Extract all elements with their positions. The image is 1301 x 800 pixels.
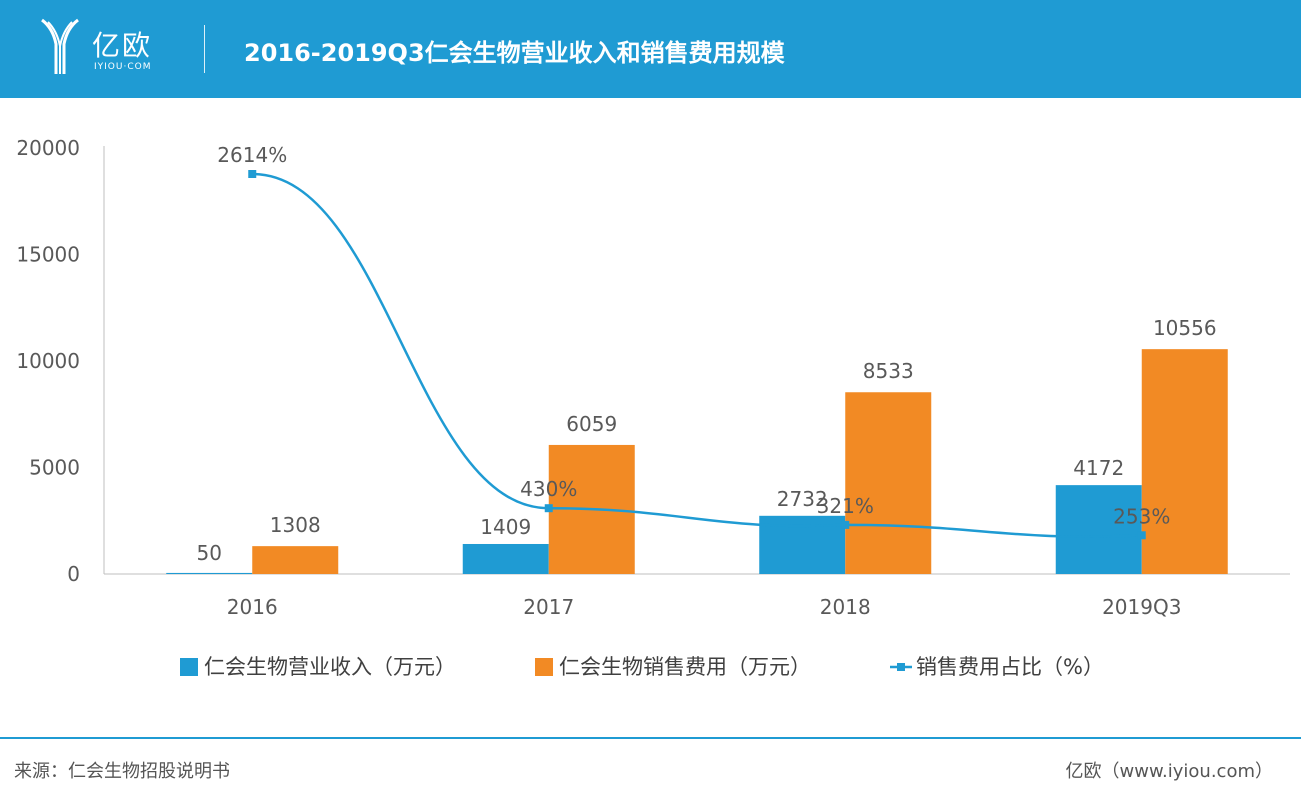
bar-expense	[845, 392, 932, 574]
bar-label-expense: 1308	[270, 513, 321, 537]
bar-revenue	[166, 572, 253, 574]
y-tick-label: 10000	[16, 349, 80, 373]
bar-expense	[252, 546, 339, 574]
logo-subtext: IYIOU·COM	[94, 62, 152, 72]
bar-revenue	[1055, 485, 1142, 574]
ratio-label: 321%	[817, 494, 874, 518]
bar-label-expense: 10556	[1153, 316, 1217, 340]
footer-divider	[0, 737, 1301, 739]
bar-expense	[1141, 349, 1228, 574]
bar-revenue	[462, 543, 549, 574]
chart: 0 5000 10000 15000 20000 2016 50 1308 2017 1409 60…	[16, 136, 1290, 679]
legend-label-ratio: 销售费用占比（%）	[916, 655, 1104, 679]
x-tick-label: 2016	[227, 595, 278, 619]
legend-label-revenue: 仁会生物营业收入（万元）	[204, 655, 456, 679]
page-title: 2016-2019Q3仁会生物营业收入和销售费用规模	[244, 39, 785, 67]
y-tick-label: 20000	[16, 136, 80, 160]
bar-label-revenue: 2732	[777, 487, 828, 511]
ratio-label: 2614%	[217, 143, 287, 167]
ratio-point	[248, 170, 257, 178]
header-divider	[204, 25, 205, 73]
brand-note: 亿欧（www.iyiou.com）	[1065, 761, 1273, 782]
legend-swatch-revenue	[180, 658, 198, 676]
bar-label-revenue: 4172	[1073, 456, 1124, 480]
bar-label-expense: 6059	[566, 412, 617, 436]
x-tick-label: 2019Q3	[1102, 595, 1181, 619]
legend-label-expense: 仁会生物销售费用（万元）	[559, 655, 811, 679]
ratio-line	[252, 172, 1142, 538]
ratio-label: 430%	[520, 477, 577, 501]
logo-text: 亿欧	[92, 29, 153, 62]
ratio-point	[841, 520, 850, 529]
ratio-label: 253%	[1113, 504, 1170, 528]
ratio-point	[1137, 531, 1146, 540]
x-tick-label: 2017	[523, 595, 574, 619]
y-tick-label: 15000	[16, 243, 80, 267]
ratio-point	[544, 504, 553, 513]
bar-label-revenue: 50	[197, 541, 222, 565]
source-note: 来源：仁会生物招股说明书	[14, 761, 230, 782]
legend-swatch-ratio-point	[897, 663, 905, 671]
logo-icon	[41, 18, 79, 74]
legend-swatch-expense	[535, 658, 553, 676]
bar-label-revenue: 1409	[480, 515, 531, 539]
y-tick-label: 5000	[29, 456, 80, 480]
x-tick-label: 2018	[820, 595, 871, 619]
y-tick-label: 0	[67, 562, 80, 586]
header-bar: 亿欧 IYIOU·COM 2016-2019Q3仁会生物营业收入和销售费用规模	[0, 0, 1301, 98]
bar-label-expense: 8533	[863, 359, 914, 383]
